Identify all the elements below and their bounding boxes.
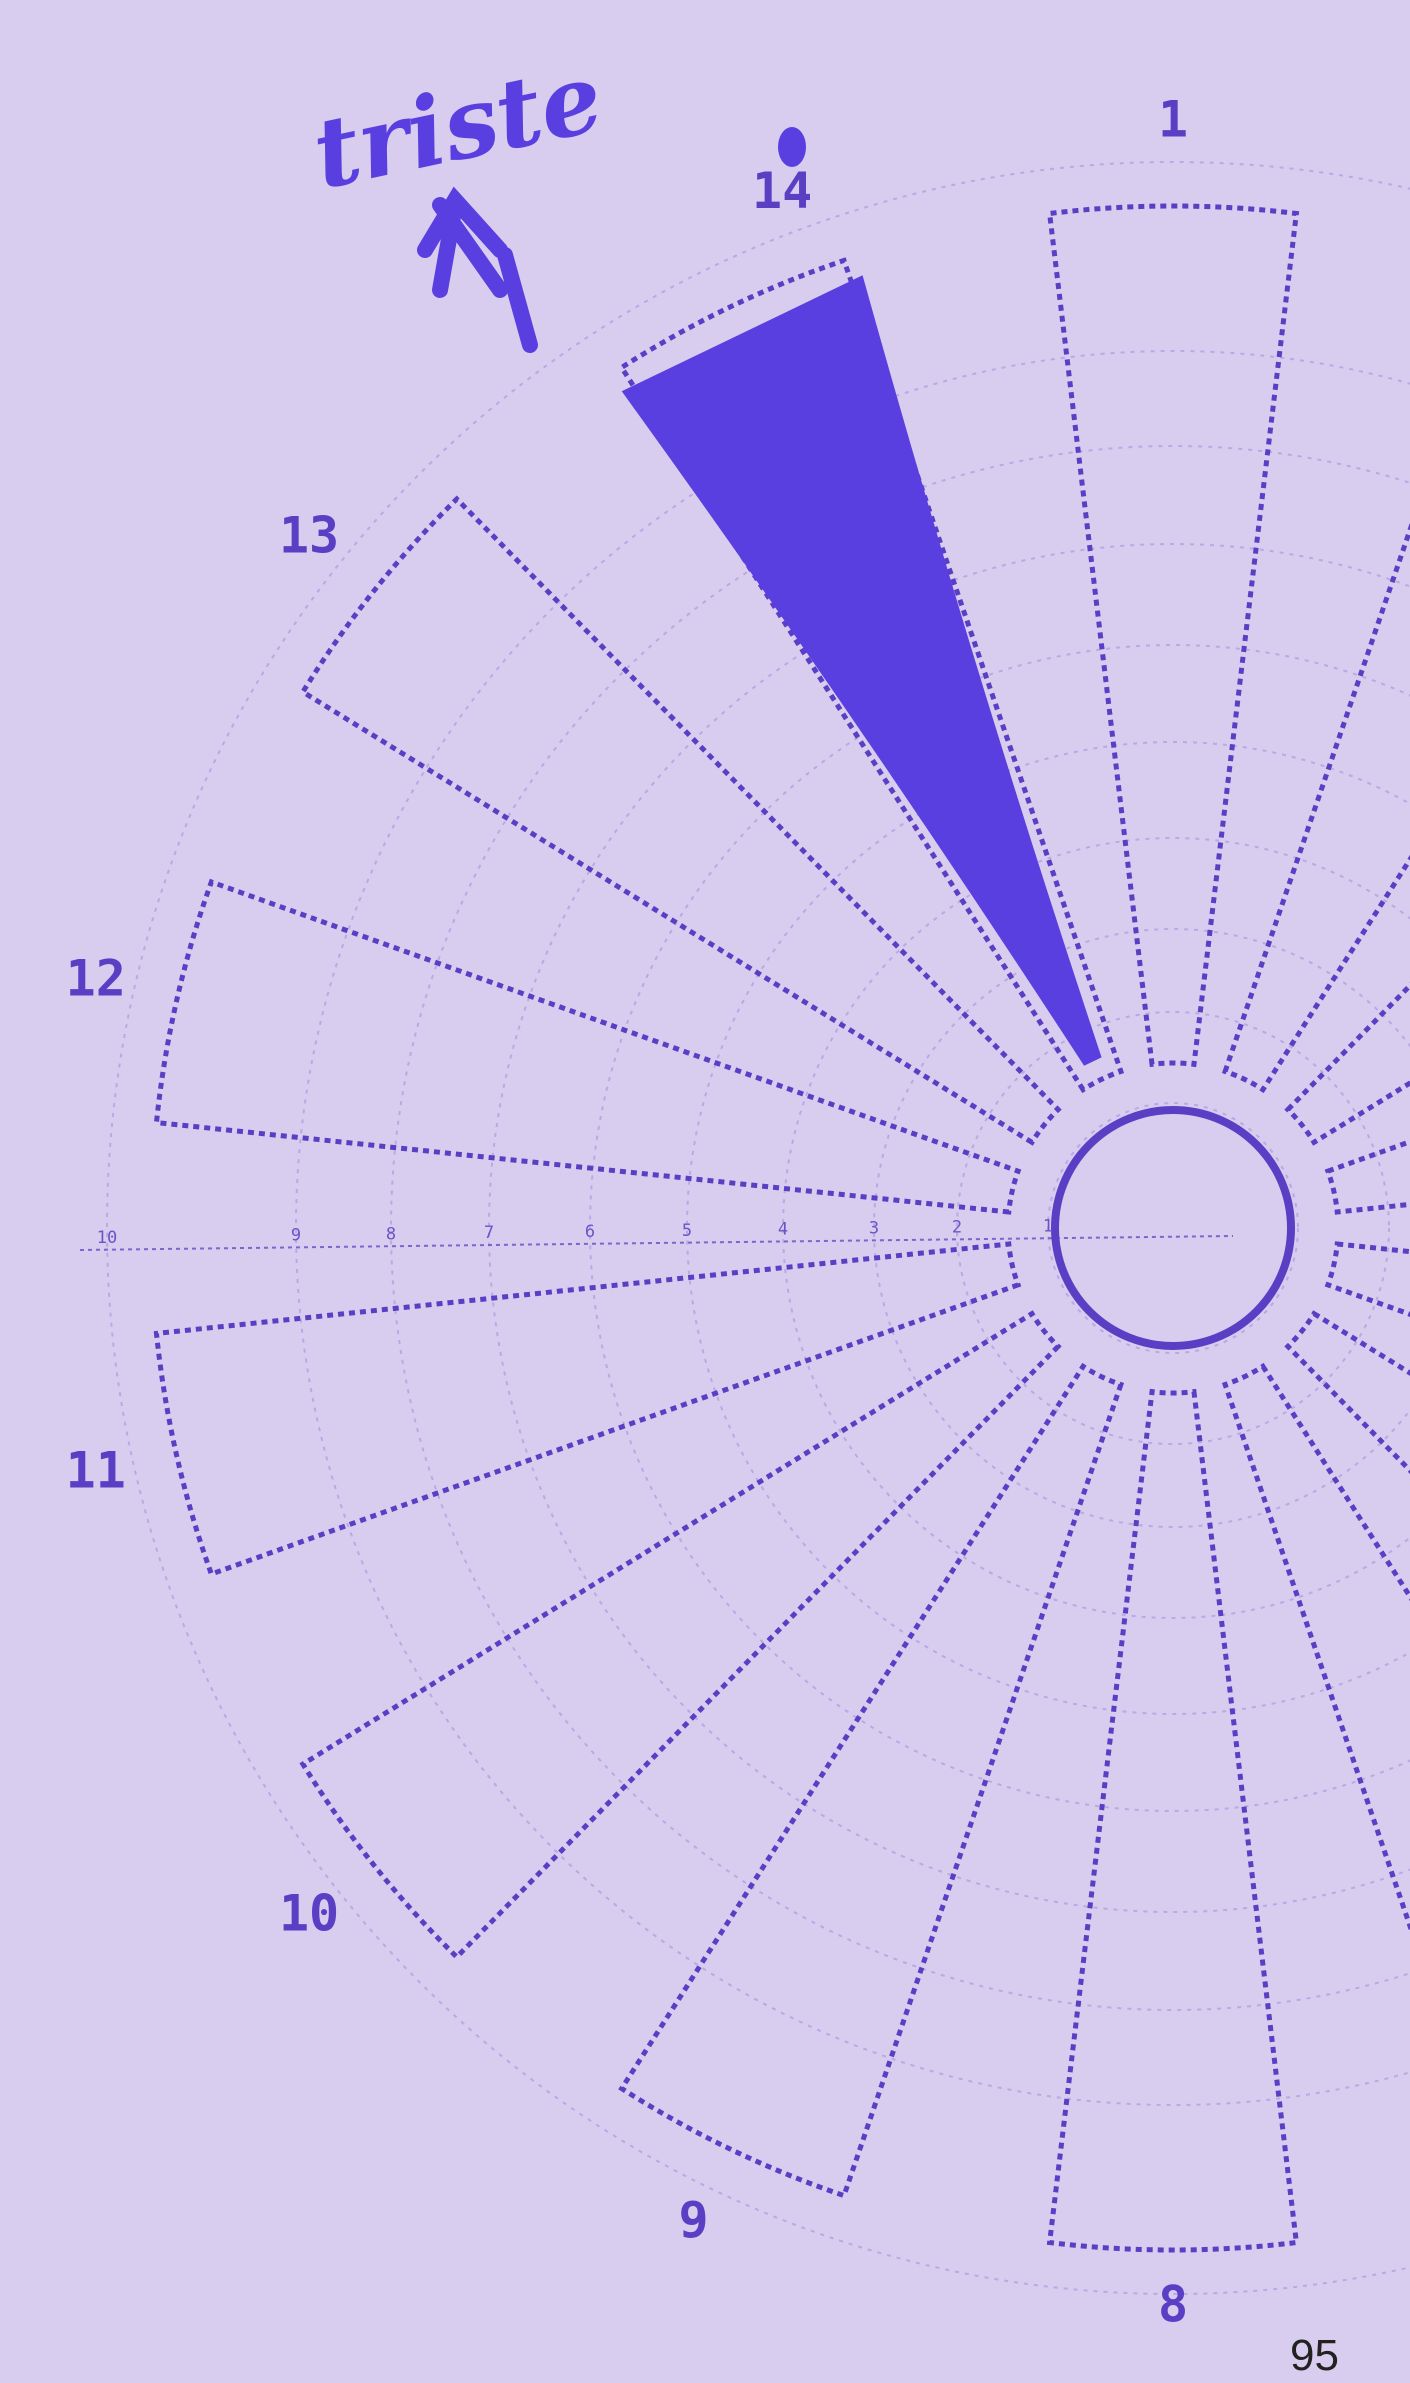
center-circle — [1051, 1106, 1295, 1350]
filled-wedge — [621, 275, 1102, 1066]
segment-label: 1 — [1158, 91, 1188, 149]
ring — [956, 1011, 1390, 1445]
ring — [106, 161, 1410, 2295]
segment-label: 14 — [752, 162, 812, 220]
segment-label: 11 — [66, 1441, 126, 1499]
ring — [295, 350, 1410, 2106]
ring — [782, 837, 1410, 1619]
ring — [686, 741, 1410, 1715]
ink-dot — [778, 127, 806, 167]
page-number: 95 — [1290, 2331, 1339, 2380]
axis-tick: 10 — [97, 1228, 117, 1248]
axis-tick: 8 — [386, 1224, 396, 1244]
axis-tick: 6 — [585, 1222, 595, 1242]
axis-tick: 3 — [869, 1219, 879, 1239]
wedges — [153, 203, 1410, 2253]
segment-label: 13 — [279, 507, 339, 565]
axis — [79, 1235, 1234, 1251]
segment-label: 8 — [1158, 2276, 1188, 2334]
axis-tick: 2 — [952, 1218, 962, 1238]
axis-tick: 4 — [778, 1220, 788, 1240]
segment-label: 9 — [679, 2191, 709, 2249]
axis-tick: 1 — [1043, 1217, 1053, 1237]
axis-tick: 5 — [682, 1221, 692, 1241]
axis-tick: 9 — [291, 1226, 301, 1246]
hand-arrow — [417, 186, 538, 353]
segment-label: 10 — [279, 1884, 339, 1942]
ring — [1047, 1102, 1299, 1354]
ring — [589, 644, 1410, 1812]
segment-label: 12 — [66, 950, 126, 1008]
axis-tick: 7 — [484, 1223, 494, 1243]
ring — [488, 543, 1410, 1913]
rings — [79, 161, 1410, 2295]
